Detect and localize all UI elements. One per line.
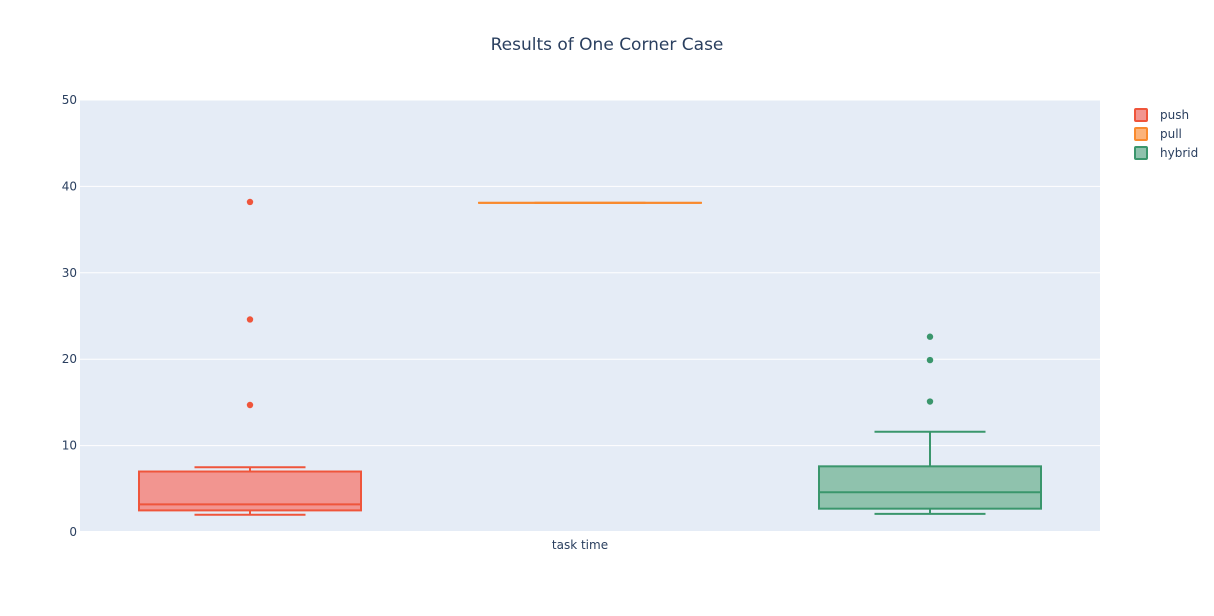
chart-title: Results of One Corner Case (491, 35, 724, 55)
y-tick-label-50: 50 (62, 93, 77, 107)
box-series-layer (138, 198, 1042, 516)
outlier-point-hybrid-1 (926, 356, 934, 364)
legend-item-push[interactable]: push (1134, 108, 1189, 122)
zero-line (80, 531, 1100, 535)
y-tick-label-30: 30 (62, 266, 77, 280)
x-category-label: task time (552, 538, 608, 552)
legend-label-push: push (1160, 108, 1189, 122)
outlier-point-push-2 (246, 198, 254, 206)
box-iqr-hybrid (818, 465, 1042, 510)
y-tick-label-20: 20 (62, 352, 77, 366)
legend-swatch-pull (1134, 127, 1148, 141)
legend-item-pull[interactable]: pull (1134, 127, 1182, 141)
y-tick-label-0: 0 (69, 525, 77, 539)
legend-swatch-hybrid (1134, 146, 1148, 160)
y-tick-label-40: 40 (62, 179, 77, 193)
outlier-point-hybrid-0 (926, 398, 934, 405)
y-axis-ticks: 0 10 20 30 40 50 (62, 93, 77, 539)
outlier-point-push-1 (246, 316, 254, 323)
legend-label-pull: pull (1160, 127, 1182, 141)
legend[interactable]: push pull hybrid (1134, 108, 1198, 160)
legend-swatch-push (1134, 108, 1148, 122)
box-push (138, 198, 362, 516)
box-hybrid (818, 333, 1042, 515)
legend-item-hybrid[interactable]: hybrid (1134, 146, 1198, 160)
outlier-point-push-0 (246, 401, 254, 409)
outlier-point-hybrid-2 (926, 333, 934, 340)
y-tick-label-10: 10 (62, 439, 77, 453)
legend-label-hybrid: hybrid (1160, 146, 1198, 160)
